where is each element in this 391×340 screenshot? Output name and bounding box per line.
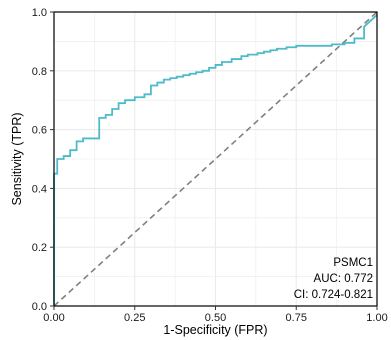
y-tick-label: 0.6 (32, 125, 47, 137)
y-tick-label: 0.4 (32, 183, 47, 195)
x-axis: 0.00 0.25 0.50 0.75 1.00 (43, 306, 388, 324)
reference-diagonal-line (53, 11, 378, 307)
x-tick-label: 0.50 (205, 312, 226, 324)
y-tick-label: 0.2 (32, 242, 47, 254)
x-tick-label: 1.00 (366, 312, 387, 324)
x-tick-label: 0.75 (286, 312, 307, 324)
y-axis-title: Sensitivity (TPR) (10, 112, 24, 205)
y-axis: 0.0 0.2 0.4 0.6 0.8 1.0 (32, 7, 54, 313)
annotation-auc: AUC: 0.772 (314, 273, 373, 285)
auc-annotation: PSMC1 AUC: 0.772 CI: 0.724-0.821 (294, 257, 373, 301)
annotation-model-name: PSMC1 (333, 257, 373, 269)
x-tick-label: 0.25 (124, 312, 145, 324)
roc-curve (53, 14, 378, 306)
annotation-ci: CI: 0.724-0.821 (294, 289, 373, 301)
x-tick-label: 0.00 (43, 312, 64, 324)
x-axis-title: 1-Specificity (FPR) (163, 323, 267, 337)
y-tick-label: 0.0 (32, 301, 47, 313)
y-tick-label: 0.8 (32, 66, 47, 78)
y-tick-label: 1.0 (32, 7, 47, 19)
